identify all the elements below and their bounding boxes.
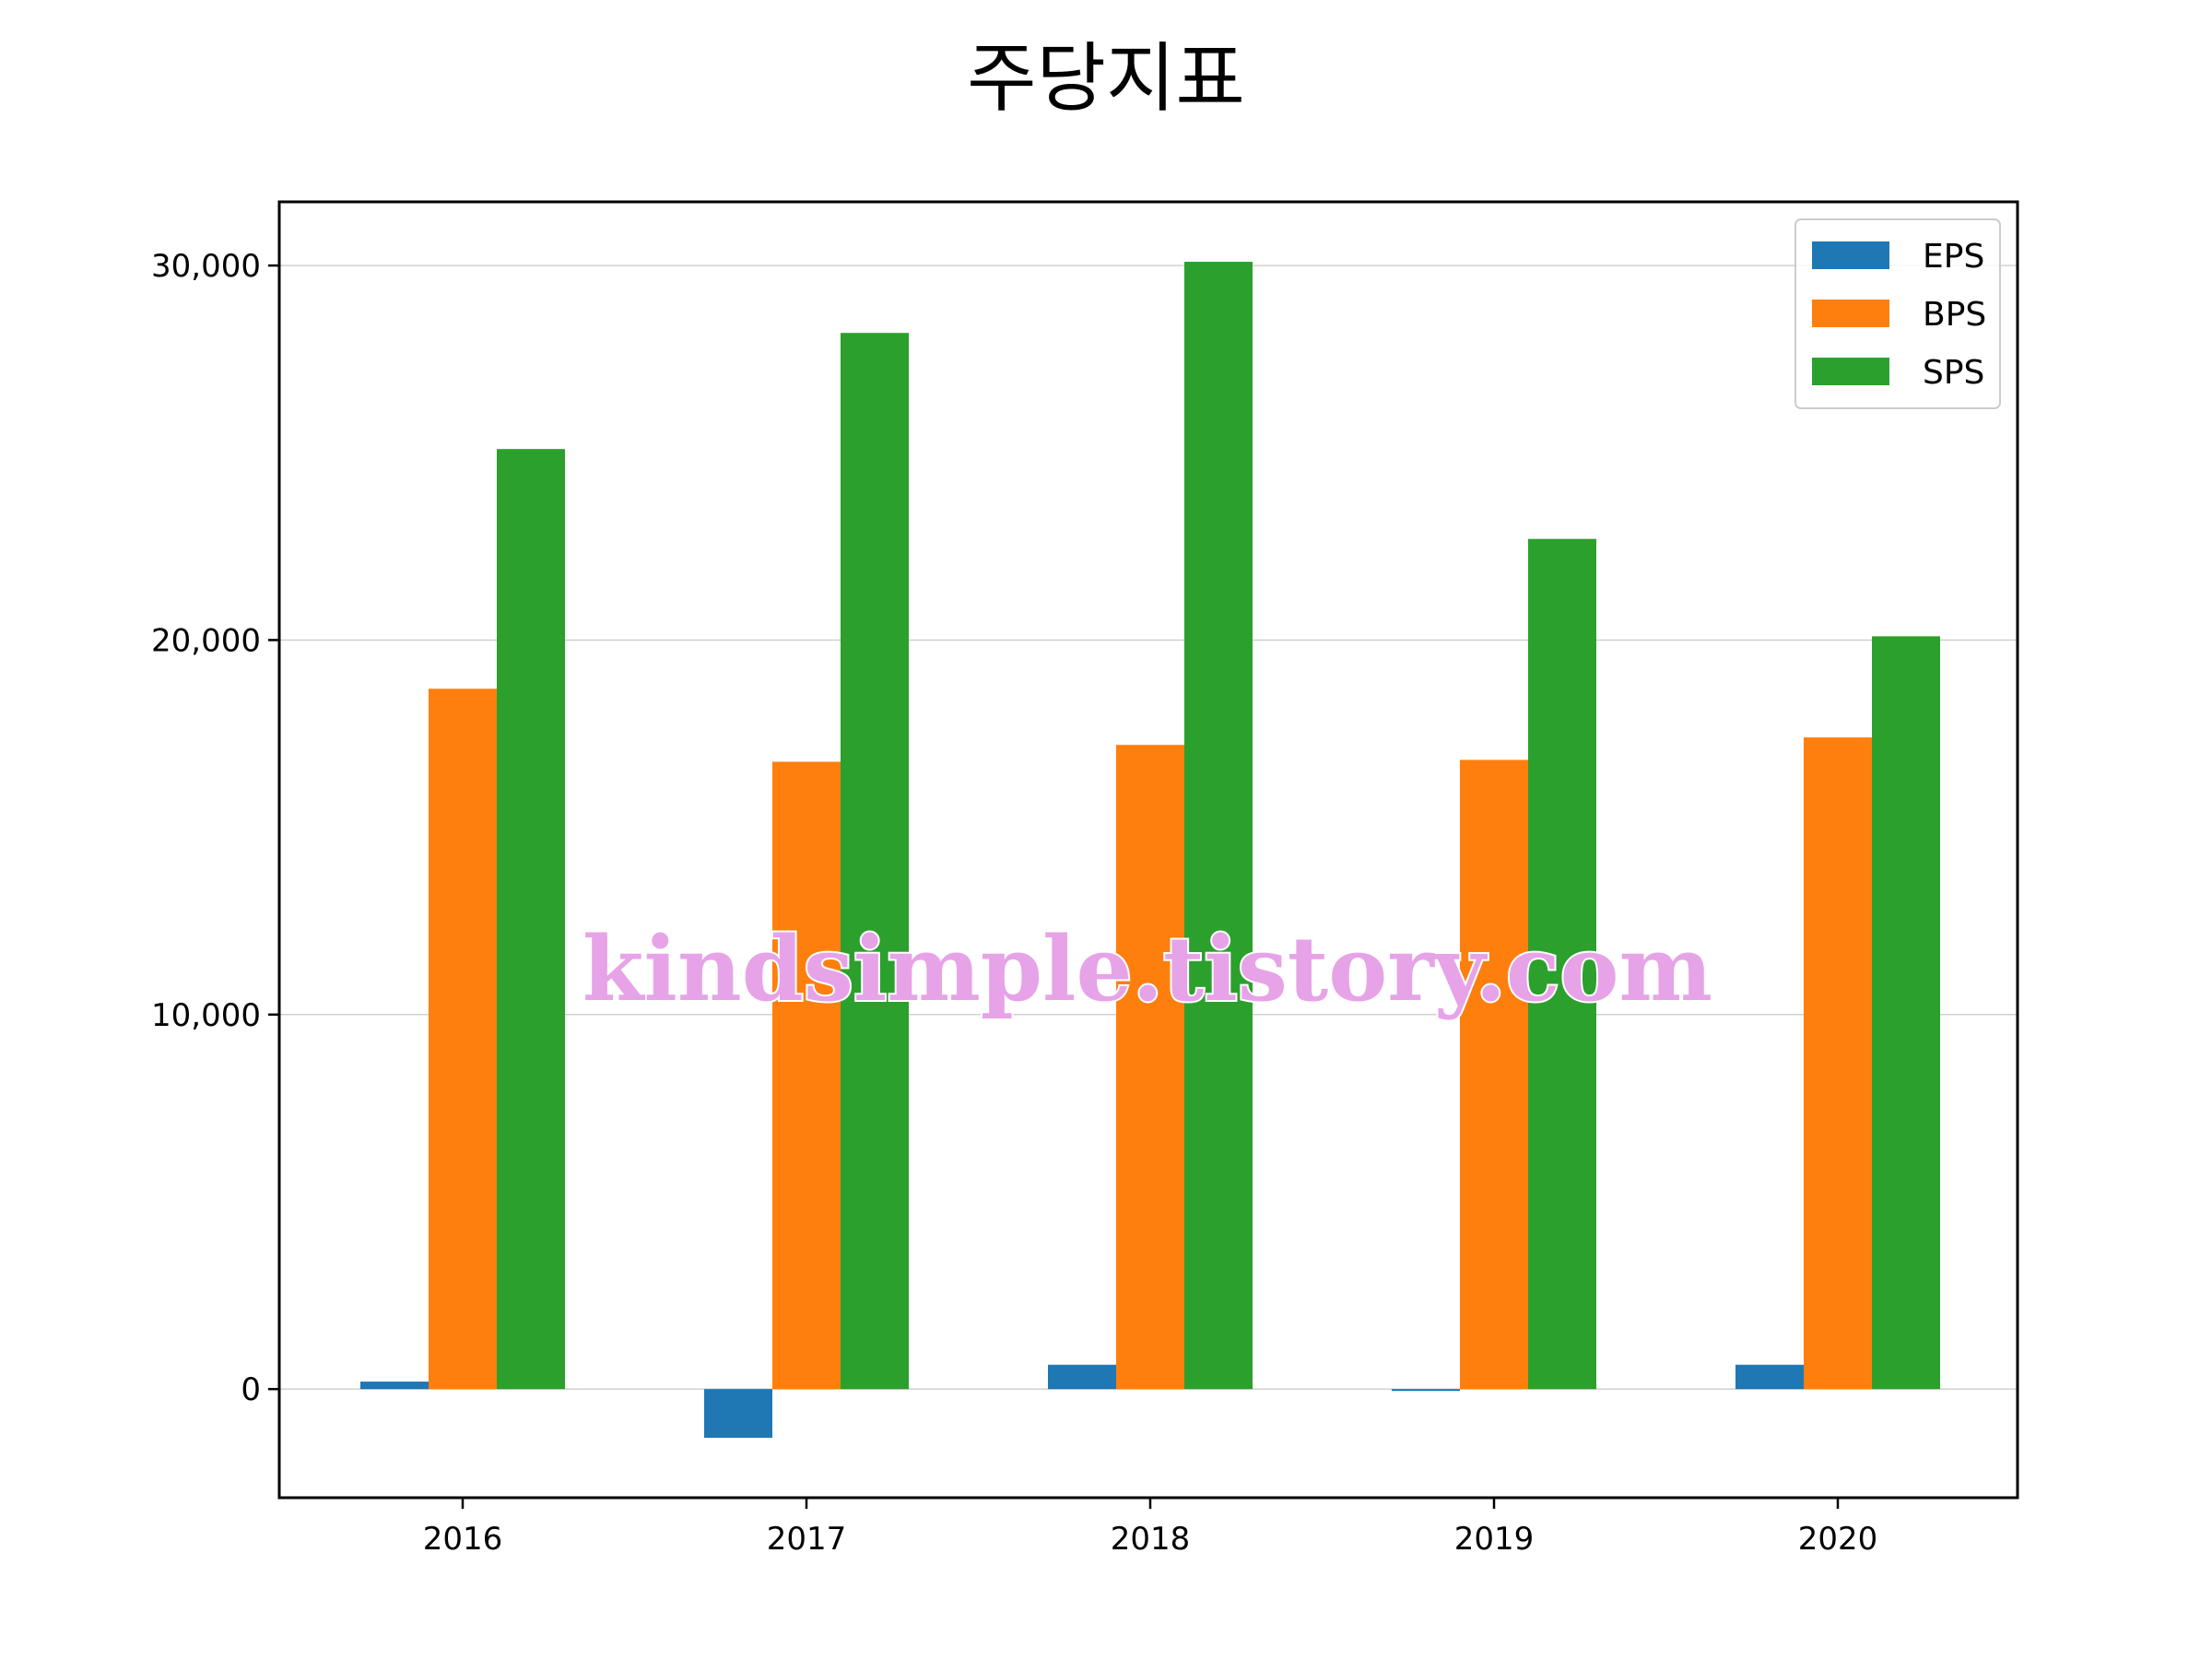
bar-eps-2020 [1735, 1364, 1804, 1390]
legend-swatch-sps [1812, 358, 1889, 385]
x-tick-label: 2019 [1454, 1521, 1535, 1558]
chart-title: 주당지표 [967, 35, 1245, 123]
legend-label-bps: BPS [1923, 296, 1986, 334]
bar-eps-2016 [360, 1382, 429, 1390]
legend-swatch-eps [1812, 241, 1889, 269]
bar-sps-2016 [497, 449, 565, 1390]
plot-frame [277, 200, 2019, 1500]
x-tick-label: 2020 [1798, 1521, 1878, 1558]
bar-eps-2017 [704, 1389, 772, 1438]
bars [360, 262, 1940, 1438]
y-tick-label: 20,000 [151, 622, 261, 659]
y-tick-label: 0 [241, 1371, 261, 1408]
bar-sps-2018 [1184, 262, 1253, 1390]
legend: EPS BPS SPS [1794, 218, 2001, 409]
x-axis: 2016 2017 2018 2019 2020 [423, 1498, 1878, 1558]
bar-eps-2019 [1392, 1389, 1460, 1392]
y-tick-label: 30,000 [151, 248, 261, 285]
x-tick-label: 2017 [767, 1521, 847, 1558]
bar-bps-2018 [1116, 745, 1184, 1390]
x-tick-label: 2018 [1111, 1521, 1191, 1558]
bar-bps-2017 [772, 761, 841, 1390]
bar-bps-2020 [1804, 737, 1872, 1390]
legend-label-eps: EPS [1923, 238, 1984, 276]
bar-sps-2019 [1528, 538, 1596, 1390]
x-tick-label: 2016 [423, 1521, 503, 1558]
y-axis: 0 10,000 20,000 30,000 [151, 248, 279, 1408]
bar-bps-2019 [1460, 759, 1528, 1390]
y-tick-label: 10,000 [151, 997, 261, 1034]
legend-label-sps: SPS [1923, 354, 1984, 392]
bar-sps-2017 [841, 333, 909, 1390]
watermark-text: kindsimple.tistory.com [582, 917, 1712, 1021]
bar-bps-2016 [429, 688, 497, 1390]
legend-swatch-bps [1812, 300, 1889, 327]
bar-sps-2020 [1872, 636, 1940, 1390]
bar-eps-2018 [1048, 1364, 1116, 1390]
